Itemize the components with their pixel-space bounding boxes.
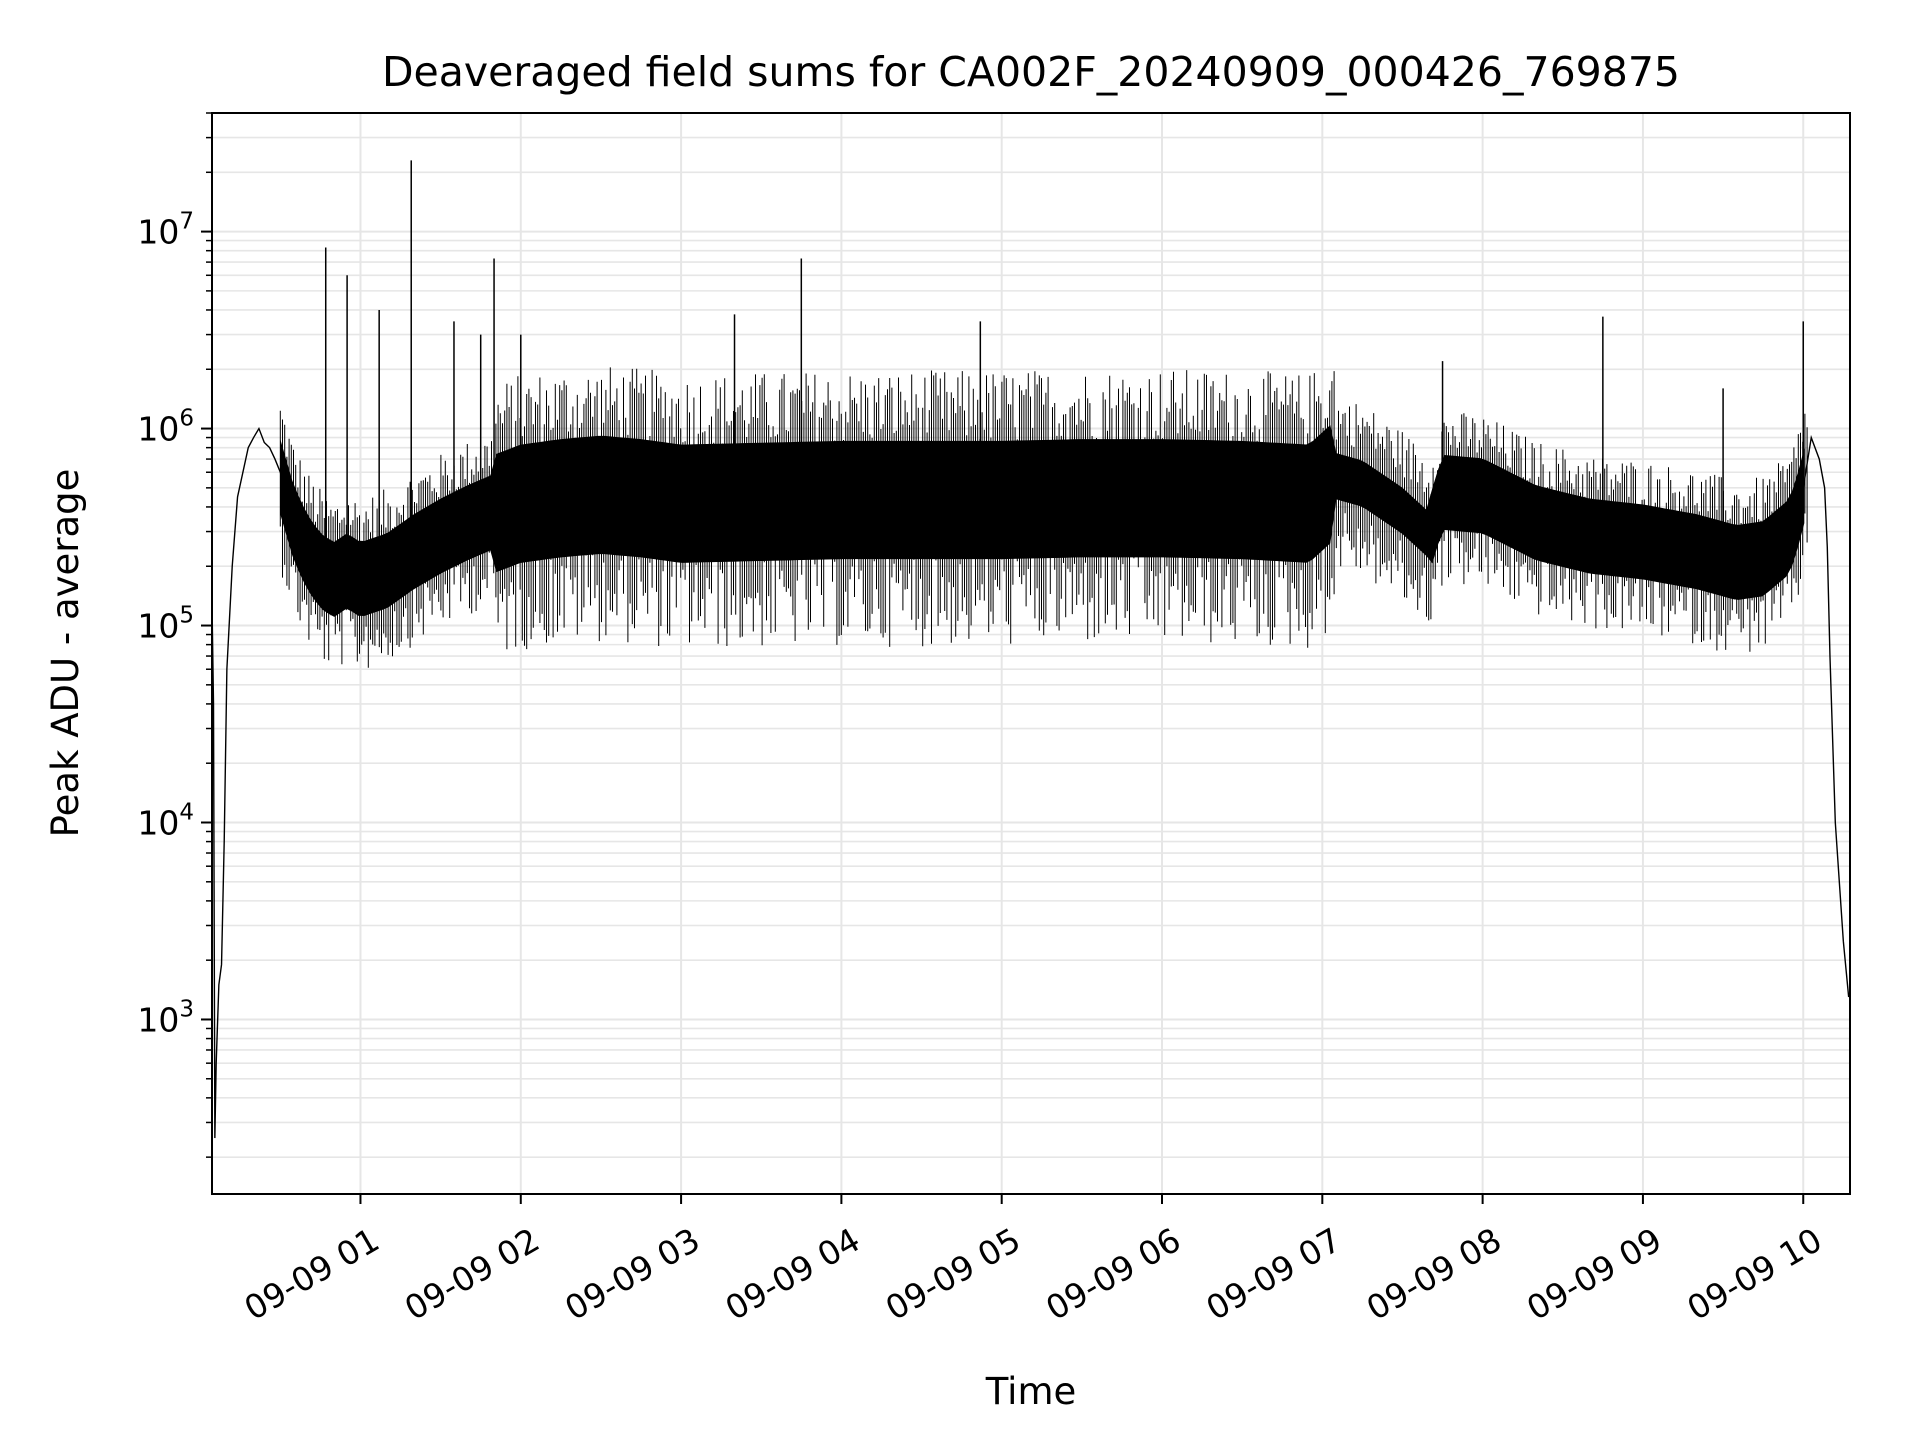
noise-path (279, 367, 1808, 668)
x-tick-label: 09-09 04 (719, 1220, 867, 1328)
x-tick-label: 09-09 05 (879, 1220, 1027, 1328)
x-tick-label: 09-09 09 (1520, 1220, 1668, 1328)
minor-gridlines (212, 112, 1850, 1158)
series-line (212, 426, 1850, 1139)
spike-lines (324, 160, 1804, 570)
y-tick-label: 103 (137, 996, 194, 1039)
x-tick-label: 09-09 06 (1039, 1220, 1187, 1328)
x-tick-label: 09-09 03 (558, 1220, 706, 1328)
y-axis-label: Peak ADU - average (44, 469, 87, 838)
plot-frame (211, 112, 1851, 1195)
y-tick-label: 107 (137, 209, 194, 252)
chart-title: Deaveraged field sums for CA002F_2024090… (382, 48, 1680, 96)
major-gridlines (212, 113, 1850, 1194)
x-tick-label: 09-09 10 (1680, 1220, 1828, 1328)
y-tick-label: 104 (137, 800, 194, 843)
y-axis: 103 104 105 106 107 (137, 112, 212, 1158)
x-axis: 09-09 01 09-09 02 09-09 03 09-09 04 09-09 05… (238, 1194, 1828, 1328)
y-tick-label: 106 (137, 406, 194, 449)
x-axis-label: Time (985, 1370, 1077, 1413)
x-tick-label: 09-09 08 (1360, 1220, 1508, 1328)
noise-lines (279, 367, 1808, 668)
x-tick-label: 09-09 02 (398, 1220, 546, 1328)
plot-area (212, 160, 1850, 1139)
y-tick-label: 105 (137, 603, 194, 646)
x-tick-label: 09-09 01 (238, 1220, 386, 1328)
x-tick-label: 09-09 07 (1200, 1220, 1348, 1328)
